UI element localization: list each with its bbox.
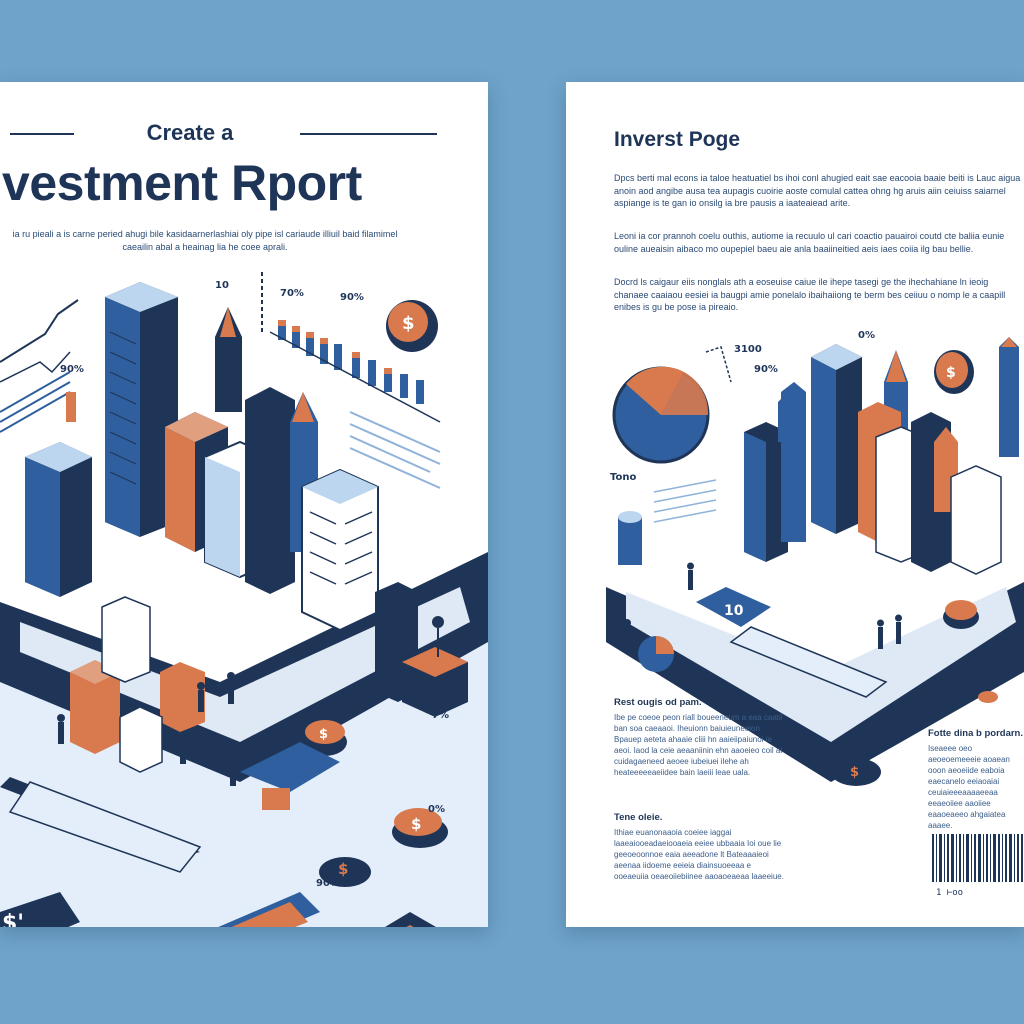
paragraph-1: Dpcs berti mal econs ia taloe heatuatiel… — [614, 173, 1021, 208]
cover-title: nvestment Rport — [0, 155, 362, 211]
svg-text:$: $ — [411, 815, 421, 833]
column-right-text: Iseaeee oeo aeoeoemeeeie aoaean ooon aeo… — [928, 744, 1010, 830]
pie-label: Tono — [610, 472, 637, 483]
label-chart-b: 90% — [754, 364, 778, 375]
label-bottom-right-b: 90% — [316, 878, 340, 889]
label-block: 10 — [724, 603, 744, 619]
label-top-left: 10 — [215, 280, 229, 291]
column-left-2-text: Ithiae euanonaaoia coeiee iaggai laaeaio… — [614, 828, 784, 881]
label-bar-right: 90% — [340, 292, 364, 303]
column-right-heading: Fotte dina b pordarn. — [928, 728, 1023, 739]
title-rule-right — [300, 133, 437, 135]
svg-text:$: $ — [850, 765, 859, 780]
paragraph-3: Docrd ls caigaur eiis nonglals ath a eos… — [614, 277, 1006, 312]
label-right-coin: 7% — [432, 710, 449, 721]
barcode-number: 1 ⊢oo — [936, 888, 964, 898]
svg-text:$: $ — [946, 365, 956, 381]
cover-subtitle: ia ru pieali a is carne peried ahugi bil… — [12, 229, 398, 252]
svg-text:$: $ — [338, 860, 348, 878]
svg-text:$: $ — [402, 313, 415, 334]
svg-text:$: $ — [319, 727, 328, 742]
inner-page: Inverst Poge Dpcs berti mal econs ia tal… — [566, 82, 1024, 927]
isometric-city-illustration: $ — [0, 272, 488, 927]
label-top-right: 0% — [858, 330, 875, 341]
cover-supertitle: Create a — [146, 120, 234, 145]
inner-title: Inverst Poge — [614, 128, 741, 151]
title-rule-left — [10, 133, 74, 135]
label-bar-top: 70% — [280, 288, 304, 299]
column-left-2-heading: Tene oleie. — [614, 812, 663, 823]
label-bottom-right-a: 0% — [428, 804, 445, 815]
label-chart-a: 3100 — [734, 344, 762, 355]
isometric-city-illustration-small: $ $ — [606, 337, 1024, 882]
cover-page: Create a nvestment Rport ia ru pieali a … — [0, 82, 488, 927]
svg-text:$': $' — [2, 911, 24, 927]
column-left-heading: Rest ougis od pam. — [614, 697, 702, 708]
paragraph-2: Leoni ia cor prannoh coelu outhis, autio… — [614, 231, 1005, 254]
column-left-text: Ibe pe coeoe peon riall boueeneum a eaa … — [614, 713, 783, 777]
label-bottom: 0% — [954, 690, 971, 701]
label-left-mid: 90% — [60, 364, 84, 375]
